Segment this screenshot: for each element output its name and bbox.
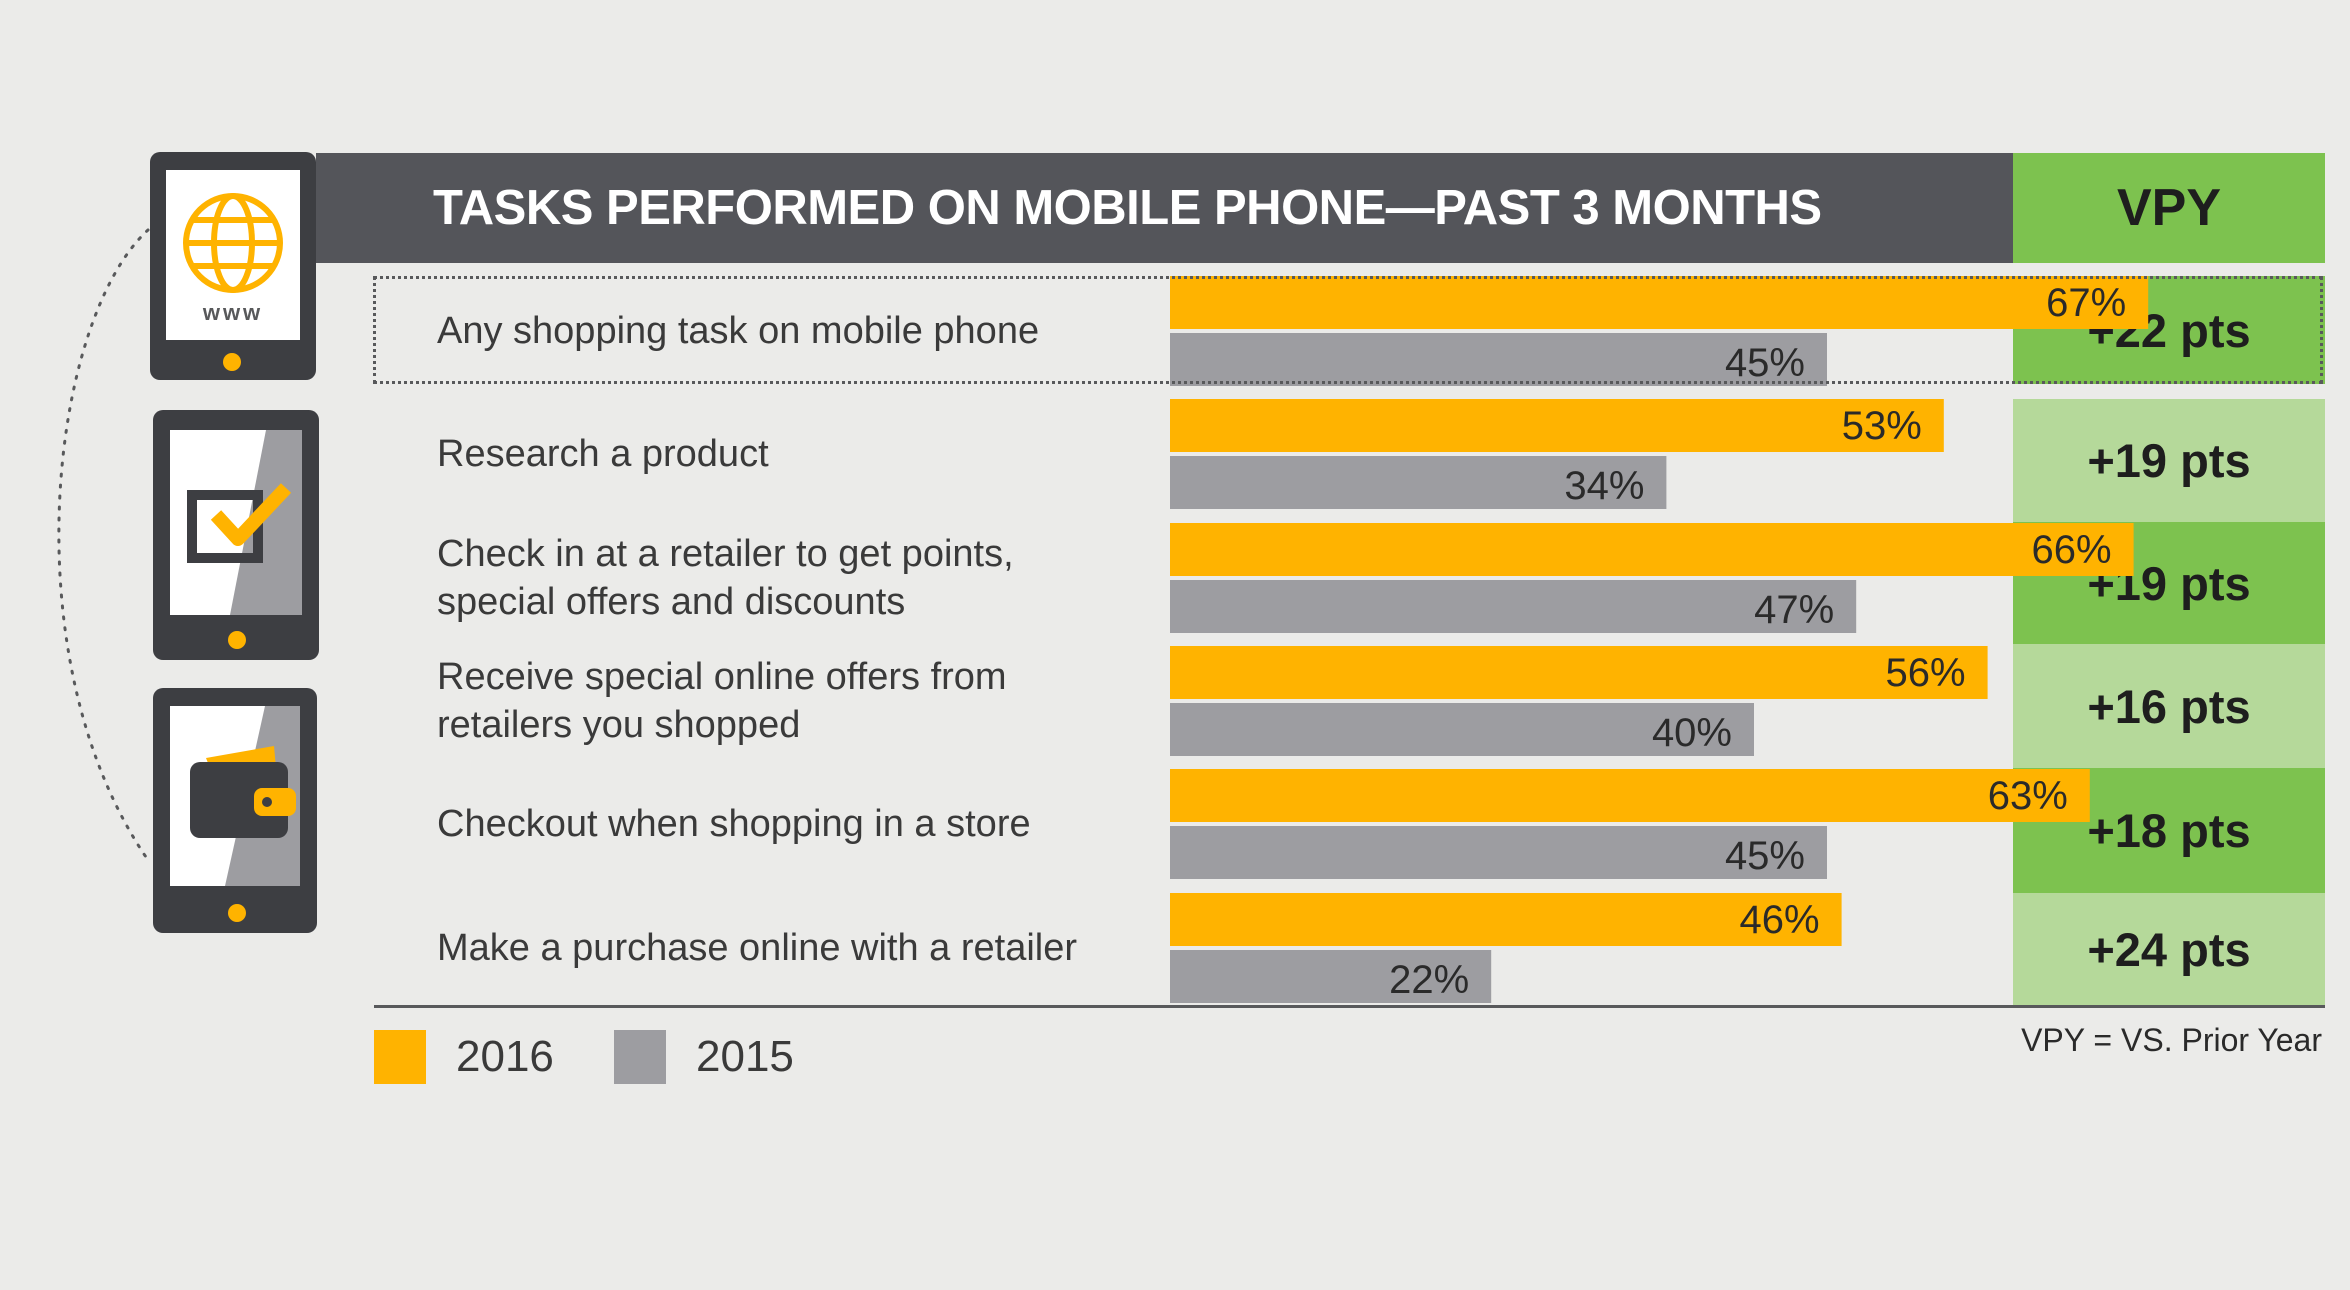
legend-swatch-2015 bbox=[614, 1030, 666, 1084]
bar-2016-value-label: 66% bbox=[2032, 528, 2112, 572]
chart-baseline bbox=[374, 1005, 2325, 1008]
bar-2016-row-3 bbox=[1170, 646, 1988, 699]
bar-2016-value-label: 46% bbox=[1740, 898, 1820, 942]
bar-2015-row-3 bbox=[1170, 703, 1754, 756]
legend-item-2016: 2016 bbox=[374, 1030, 554, 1084]
bar-2015-value-label: 34% bbox=[1564, 464, 1644, 508]
legend-swatch-2016 bbox=[374, 1030, 426, 1084]
bar-2016-row-1 bbox=[1170, 399, 1944, 452]
legend-label-2015: 2015 bbox=[696, 1032, 794, 1081]
vpy-value-row-3: +16 pts bbox=[2013, 644, 2325, 768]
task-label-row-0: Any shopping task on mobile phone bbox=[437, 276, 1157, 386]
www-text: www bbox=[202, 300, 263, 325]
task-label-text: Any shopping task on mobile phone bbox=[437, 310, 1040, 352]
dotted-arc bbox=[57, 228, 150, 862]
bar-2015-value-label: 40% bbox=[1652, 711, 1732, 755]
chart-header: TASKS PERFORMED ON MOBILE PHONE—PAST 3 M… bbox=[316, 153, 2013, 263]
bar-2016-row-4 bbox=[1170, 769, 2090, 822]
task-label-row-3: Receive special online offers from retail… bbox=[437, 646, 1157, 756]
bar-2015-row-4 bbox=[1170, 826, 1827, 879]
vpy-value-row-5: +24 pts bbox=[2013, 893, 2325, 1005]
bar-2015-row-5 bbox=[1170, 950, 1492, 1003]
vpy-value-row-4: +18 pts bbox=[2013, 768, 2325, 893]
globe-www-icon bbox=[183, 193, 283, 293]
checkbox-check-icon bbox=[187, 483, 292, 563]
task-label-text: Checkout when shopping in a store bbox=[437, 803, 1031, 845]
bar-2015-value-label: 45% bbox=[1725, 834, 1805, 878]
phone-wallet-icon bbox=[153, 688, 317, 933]
task-label-text: Check in at a retailer to get points, spe… bbox=[437, 533, 1014, 623]
task-label-text: Research a product bbox=[437, 433, 769, 475]
bar-2015-value-label: 47% bbox=[1754, 588, 1834, 632]
bar-2015-row-0 bbox=[1170, 333, 1827, 386]
task-label-text: Receive special online offers from retail… bbox=[437, 656, 1007, 746]
device-icons: www bbox=[57, 152, 319, 933]
bar-2015-row-2 bbox=[1170, 580, 1857, 633]
vpy-header: VPY bbox=[2013, 153, 2325, 263]
task-label-row-1: Research a product bbox=[437, 399, 1157, 509]
task-label-row-2: Check in at a retailer to get points, spe… bbox=[437, 523, 1157, 633]
bar-2016-row-5 bbox=[1170, 893, 1842, 946]
bar-2016-value-label: 53% bbox=[1842, 404, 1922, 448]
bar-2015-value-label: 22% bbox=[1389, 958, 1469, 1002]
bar-2016-row-2 bbox=[1170, 523, 2134, 576]
phone-check-icon bbox=[153, 410, 319, 660]
bar-2016-value-label: 63% bbox=[1988, 774, 2068, 818]
bar-2015-value-label: 45% bbox=[1725, 341, 1805, 385]
legend-label-2016: 2016 bbox=[456, 1032, 554, 1081]
chart-title: TASKS PERFORMED ON MOBILE PHONE—PAST 3 M… bbox=[433, 181, 1822, 235]
bar-2016-value-label: 67% bbox=[2046, 281, 2126, 325]
vpy-value-row-1: +19 pts bbox=[2013, 399, 2325, 522]
bar-2016-value-label: 56% bbox=[1886, 651, 1966, 695]
bar-2015-row-1 bbox=[1170, 456, 1667, 509]
task-label-text: Make a purchase online with a retailer bbox=[437, 927, 1078, 969]
task-label-row-4: Checkout when shopping in a store bbox=[437, 769, 1157, 879]
vpy-column: VPY +22 pts +19 pts +19 pts +16 pts +18 pts +… bbox=[2013, 153, 2325, 1008]
wallet-icon bbox=[190, 746, 296, 838]
bar-2016-row-0 bbox=[1170, 276, 2149, 329]
task-label-row-5: Make a purchase online with a retailer bbox=[437, 893, 1157, 1003]
legend-item-2015: 2015 bbox=[614, 1030, 794, 1084]
phone-globe-icon: www bbox=[150, 152, 316, 380]
vpy-note: VPY = VS. Prior Year bbox=[2021, 1022, 2322, 1058]
